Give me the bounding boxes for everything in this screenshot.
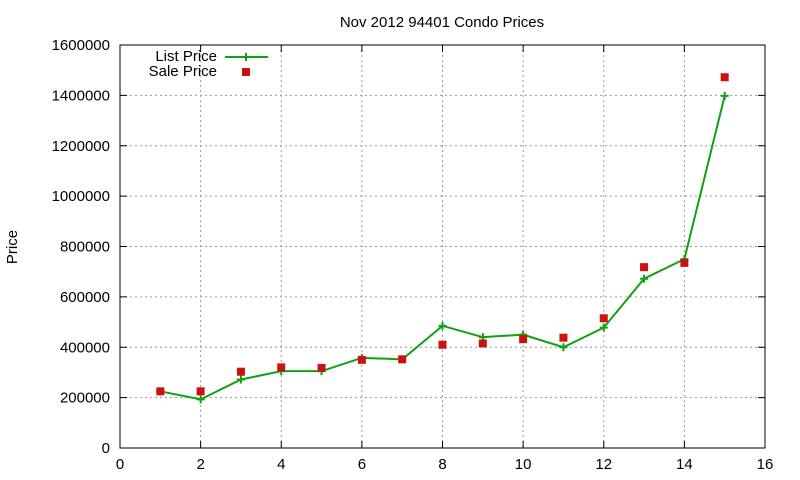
x-tick-label: 4 <box>277 456 285 473</box>
sale-price-point <box>478 339 487 348</box>
sale-price-point <box>720 73 729 82</box>
legend-marker-list-price <box>242 53 250 61</box>
legend-label-sale-price: Sale Price <box>149 63 217 80</box>
y-tick-label: 600000 <box>60 289 110 306</box>
series-layer <box>156 73 729 404</box>
y-axis-label: Price <box>4 230 21 264</box>
x-tick-label: 8 <box>438 456 446 473</box>
x-tick-label: 14 <box>676 456 693 473</box>
y-tick-label: 800000 <box>60 239 110 256</box>
x-tick-label: 2 <box>196 456 204 473</box>
list-price-point <box>559 343 568 352</box>
legend: List Price Sale Price <box>149 48 268 80</box>
list-price-point <box>599 323 608 332</box>
sale-price-point <box>277 363 286 372</box>
chart-title: Nov 2012 94401 Condo Prices <box>340 14 544 31</box>
x-tick-label: 12 <box>595 456 612 473</box>
y-tick-label: 200000 <box>60 390 110 407</box>
sale-price-point <box>680 258 689 267</box>
axis-ticks: 0 2 4 6 8 10 12 14 16 0 200000 400000 600000 800000 10… <box>52 37 774 473</box>
list-price-point <box>438 321 447 330</box>
list-price-point <box>196 395 205 404</box>
list-price-point <box>720 91 729 100</box>
y-tick-label: 1000000 <box>52 188 110 205</box>
sale-price-point <box>317 363 326 372</box>
y-tick-label: 0 <box>102 440 110 457</box>
y-tick-label: 400000 <box>60 339 110 356</box>
x-tick-label: 16 <box>757 456 774 473</box>
list-price-point <box>640 274 649 283</box>
sale-price-point <box>640 263 649 272</box>
sale-price-point <box>559 333 568 342</box>
x-tick-label: 0 <box>116 456 124 473</box>
sale-price-point <box>236 367 245 376</box>
x-tick-label: 10 <box>515 456 532 473</box>
sale-price-point <box>519 335 528 344</box>
legend-label-list-price: List Price <box>155 48 217 65</box>
grid <box>120 45 765 448</box>
y-tick-label: 1200000 <box>52 138 110 155</box>
list-price-point <box>236 375 245 384</box>
sale-price-point <box>599 314 608 323</box>
sale-price-point <box>156 387 165 396</box>
x-tick-label: 6 <box>358 456 366 473</box>
y-tick-label: 1600000 <box>52 37 110 54</box>
sale-price-point <box>398 355 407 364</box>
sale-price-point <box>438 340 447 349</box>
y-tick-label: 1400000 <box>52 87 110 104</box>
sale-price-point <box>357 355 366 364</box>
legend-marker-sale-price <box>242 68 250 76</box>
sale-price-point <box>196 387 205 396</box>
